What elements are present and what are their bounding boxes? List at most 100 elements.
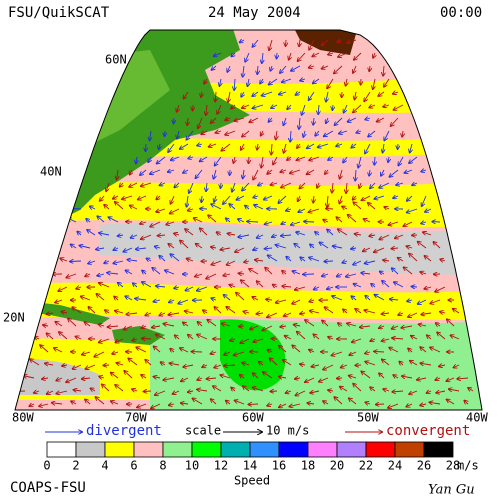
wind-arrow — [66, 273, 77, 278]
wind-arrow — [240, 375, 245, 378]
wind-arrow — [173, 391, 180, 394]
wind-arrow — [279, 92, 287, 94]
wind-arrow — [396, 183, 404, 185]
wind-arrow — [74, 390, 82, 391]
wind-arrow — [96, 294, 105, 301]
colorbar-title: Speed — [234, 474, 270, 488]
wind-arrow — [382, 359, 390, 366]
wind-arrow — [200, 156, 208, 161]
wind-arrow — [392, 338, 404, 339]
wind-arrow — [392, 268, 399, 275]
wind-arrow — [156, 208, 166, 212]
wind-arrow — [161, 362, 166, 365]
wind-arrow — [265, 248, 273, 249]
wind-arrow — [324, 261, 334, 262]
colorbar-swatch — [423, 441, 454, 458]
lat-label: 60N — [105, 53, 127, 67]
wind-arrow — [290, 169, 301, 173]
wind-arrow — [309, 66, 315, 68]
wind-arrow — [180, 143, 189, 149]
wind-arrow — [217, 104, 222, 114]
wind-arrow — [378, 91, 385, 96]
wind-arrow — [171, 195, 175, 204]
wind-arrow — [373, 78, 375, 89]
wind-arrow — [133, 283, 138, 288]
wind-arrow — [365, 296, 371, 301]
wind-arrow — [169, 300, 175, 302]
wind-arrow — [245, 206, 250, 209]
wind-arrow — [333, 246, 343, 248]
wind-arrow — [298, 208, 306, 212]
colorbar-swatch — [365, 441, 396, 458]
wind-arrow — [234, 351, 245, 355]
wind-arrow — [430, 347, 441, 353]
wind-arrow — [468, 388, 474, 391]
wind-arrow — [380, 272, 385, 275]
wind-arrow — [106, 182, 110, 191]
wind-arrow — [420, 272, 427, 274]
wind-arrow — [296, 92, 301, 95]
wind-arrow — [383, 260, 390, 261]
colorbar-swatch — [162, 441, 193, 458]
wind-arrow — [206, 273, 217, 279]
wind-arrow — [407, 246, 413, 248]
wind-arrow — [115, 385, 124, 392]
wind-arrow — [229, 204, 236, 210]
wind-arrow — [62, 365, 68, 366]
wind-arrow — [305, 320, 315, 327]
wind-arrow — [195, 274, 203, 277]
wind-arrow — [384, 207, 390, 209]
lon-label: 40W — [466, 411, 488, 425]
wind-arrow — [142, 282, 152, 288]
lat-label: 20N — [3, 311, 25, 325]
wind-arrow — [313, 117, 314, 125]
wind-arrow — [235, 117, 245, 121]
wind-arrow — [141, 326, 147, 328]
legend-convergent: convergent — [386, 423, 470, 439]
wind-arrow — [302, 104, 306, 115]
wind-arrow — [270, 65, 272, 71]
wind-arrow — [128, 358, 138, 366]
wind-arrow — [304, 222, 315, 223]
wind-arrow — [369, 105, 376, 108]
wind-arrow — [276, 299, 287, 303]
wind-arrow — [88, 261, 96, 264]
wind-arrow — [447, 319, 455, 327]
wind-arrow — [419, 324, 427, 326]
wind-arrow — [97, 274, 105, 276]
wind-arrow — [382, 281, 390, 288]
wind-arrow — [208, 215, 217, 223]
lon-label: 60W — [242, 411, 264, 425]
wind-arrow — [375, 295, 385, 301]
wind-arrow — [159, 313, 166, 316]
wind-arrow — [214, 169, 217, 179]
wind-arrow — [118, 283, 124, 288]
wind-arrow — [418, 299, 427, 304]
wind-arrow — [85, 364, 96, 369]
wind-arrow — [194, 218, 203, 223]
wind-arrow — [232, 182, 236, 192]
colorbar-swatch — [191, 441, 222, 458]
wind-arrow — [309, 208, 320, 212]
wind-arrow — [29, 404, 35, 406]
wind-arrow — [115, 202, 124, 210]
wind-arrow — [322, 274, 329, 276]
wind-arrow — [298, 195, 300, 201]
colorbar-label: 20 — [330, 459, 344, 473]
wind-arrow — [241, 91, 244, 97]
wind-arrow — [433, 242, 441, 249]
wind-arrow — [238, 219, 245, 222]
wind-arrow — [261, 130, 263, 136]
wind-arrow — [282, 271, 287, 274]
wind-arrow — [435, 378, 441, 380]
wind-arrow — [129, 182, 138, 187]
wind-arrow — [122, 195, 133, 199]
wind-arrow — [58, 286, 68, 291]
wind-arrow — [393, 375, 399, 378]
wind-arrow — [260, 78, 263, 84]
wind-arrow — [211, 117, 217, 123]
wind-arrow — [73, 364, 82, 369]
wind-arrow — [338, 229, 348, 236]
wind-arrow — [383, 105, 390, 107]
colorbar-swatch — [307, 441, 338, 458]
